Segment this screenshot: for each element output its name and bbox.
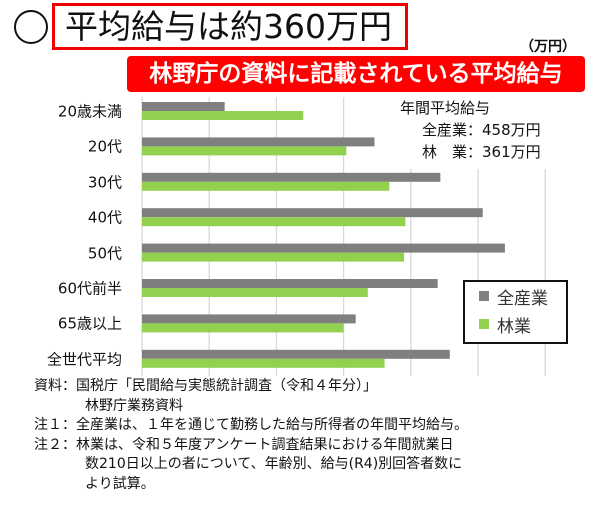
bar-forestry (142, 288, 368, 297)
bar-all-industries (142, 102, 225, 111)
average-annotation: 年間平均給与 全産業：458万円 林 業：361万円 (388, 97, 568, 169)
bar-forestry (142, 111, 304, 120)
notes: 資料：国税庁「民間給与実態統計調査（令和４年分）」 林野庁業務資料 注１：全産業… (34, 377, 468, 494)
note-2: 注２：林業は、令和５年度アンケート調査結果における年間就業日 (34, 436, 454, 453)
bar-all-industries (142, 349, 450, 359)
bar-all-industries (142, 172, 441, 182)
source-banner: 林野庁の資料に記載されている平均給与 (127, 56, 585, 92)
note-2-cont: 数210日以上の者について、年齢別、給与(R4)別回答者数に (85, 456, 463, 472)
bar-all-industries (142, 208, 483, 218)
category-label: 50代 (87, 244, 122, 263)
category-label: 20代 (87, 137, 122, 156)
note-source-2: 林野庁業務資料 (85, 397, 183, 414)
bar-forestry (142, 358, 385, 368)
page-title: 平均給与は約360万円 (52, 3, 408, 50)
circle-bullet-icon (14, 10, 48, 44)
legend-swatch-gray (479, 291, 489, 301)
bar-forestry (142, 181, 390, 191)
annotation-all-industries: 全産業：458万円 (422, 121, 541, 139)
legend-swatch-green (479, 319, 489, 329)
category-label: 30代 (87, 173, 122, 192)
bar-all-industries (142, 314, 356, 324)
category-label: 60代前半 (57, 279, 122, 298)
legend-label: 林業 (497, 316, 531, 337)
bar-forestry (142, 146, 347, 156)
legend-label: 全産業 (497, 288, 548, 309)
legend-item-all: 全産業 (465, 282, 566, 310)
bar-forestry (142, 323, 344, 333)
category-label: 40代 (87, 208, 122, 227)
category-label: 全世代平均 (46, 350, 122, 369)
legend: 全産業 林業 (463, 280, 568, 344)
bar-all-industries (142, 137, 375, 147)
legend-item-forestry: 林業 (465, 310, 566, 338)
bar-forestry (142, 252, 405, 262)
annotation-heading: 年間平均給与 (400, 99, 491, 117)
category-label: 20歳未満 (57, 102, 122, 121)
note-2-cont2: より試算。 (85, 475, 155, 492)
bar-all-industries (142, 279, 438, 288)
unit-label: （万円） (520, 39, 576, 55)
bar-all-industries (142, 243, 505, 253)
category-label: 65歳以上 (57, 314, 122, 333)
annotation-forestry: 林 業：361万円 (422, 143, 541, 161)
note-1: 注１：全産業は、１年を通じて勤務した給与所得者の年間平均給与。 (34, 417, 468, 433)
bar-forestry (142, 217, 406, 227)
note-source: 資料：国税庁「民間給与実態統計調査（令和４年分）」 (34, 378, 377, 394)
